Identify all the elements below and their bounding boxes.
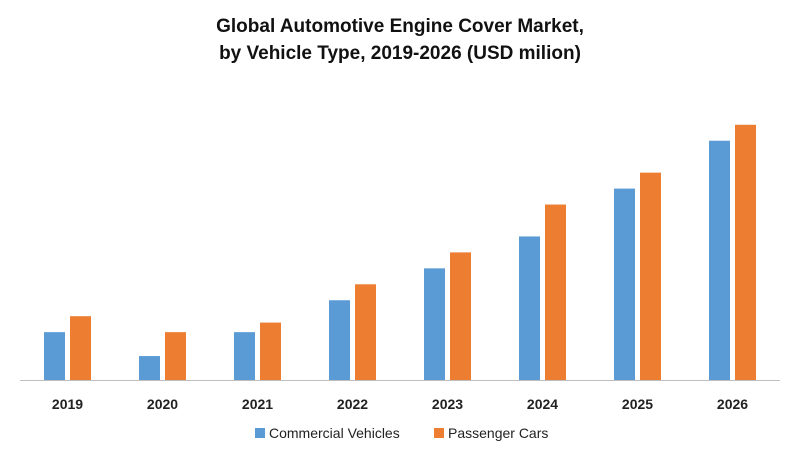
x-tick-label: 2022 <box>337 396 368 412</box>
bar-commercial-vehicles-2024 <box>519 236 540 380</box>
legend-label: Passenger Cars <box>448 425 548 441</box>
x-tick-label: 2025 <box>622 396 653 412</box>
bar-passenger-cars-2019 <box>70 316 91 380</box>
bar-passenger-cars-2023 <box>450 252 471 380</box>
x-tick-label: 2020 <box>147 396 178 412</box>
legend-swatch <box>434 428 444 438</box>
x-tick-label: 2019 <box>52 396 83 412</box>
bar-commercial-vehicles-2025 <box>614 188 635 380</box>
bar-passenger-cars-2025 <box>640 172 661 380</box>
bar-passenger-cars-2026 <box>735 124 756 380</box>
bar-commercial-vehicles-2022 <box>329 300 350 380</box>
bar-commercial-vehicles-2021 <box>234 332 255 380</box>
legend-label: Commercial Vehicles <box>269 425 400 441</box>
bar-passenger-cars-2021 <box>260 322 281 380</box>
x-tick-label: 2023 <box>432 396 463 412</box>
bar-passenger-cars-2022 <box>355 284 376 380</box>
bar-commercial-vehicles-2020 <box>139 356 160 380</box>
bar-commercial-vehicles-2026 <box>709 140 730 380</box>
x-tick-label: 2021 <box>242 396 273 412</box>
x-tick-label: 2026 <box>717 396 748 412</box>
legend-swatch <box>255 428 265 438</box>
bar-passenger-cars-2024 <box>545 204 566 380</box>
chart-title: Global Automotive Engine Cover Market, <box>216 16 584 37</box>
bar-commercial-vehicles-2023 <box>424 268 445 380</box>
bar-commercial-vehicles-2019 <box>44 332 65 380</box>
x-tick-label: 2024 <box>527 396 558 412</box>
bar-passenger-cars-2020 <box>165 332 186 380</box>
chart-subtitle: by Vehicle Type, 2019-2026 (USD milion) <box>219 43 581 64</box>
